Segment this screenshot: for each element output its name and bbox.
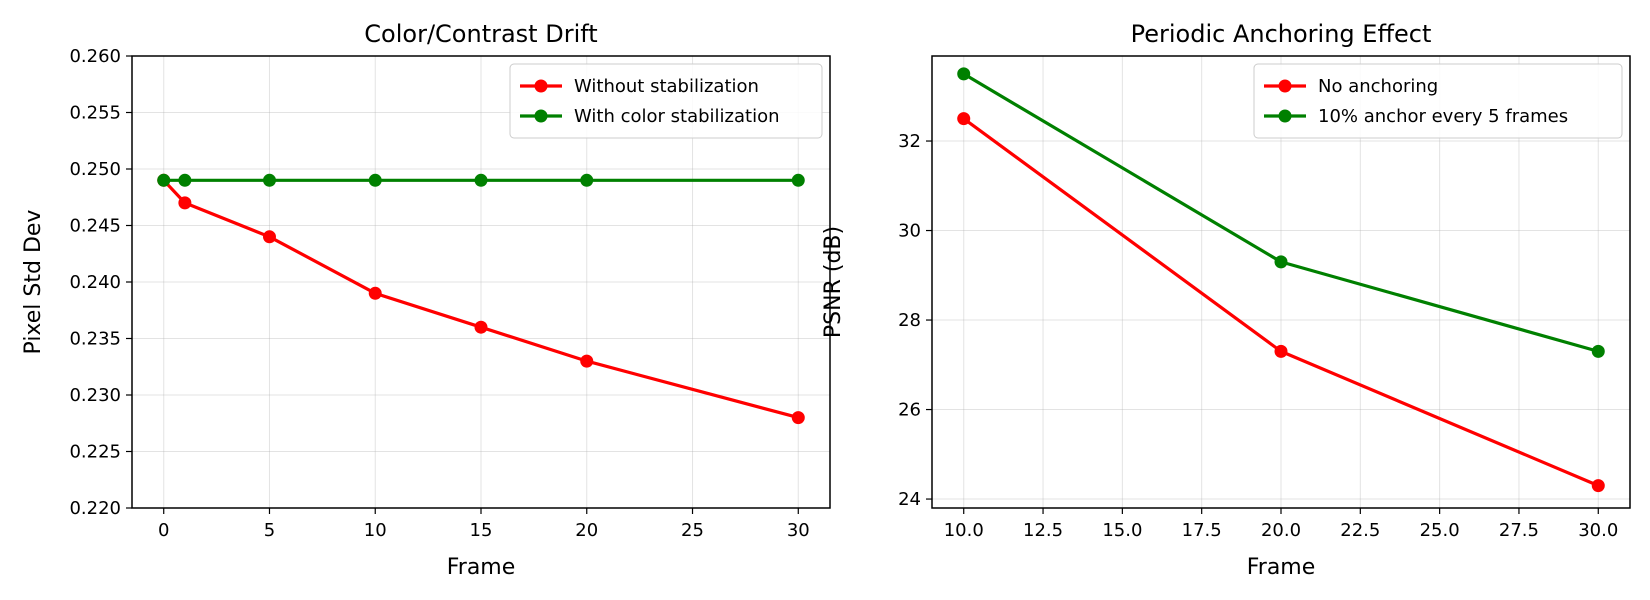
chart-1-series-1-point — [368, 286, 382, 300]
chart-1-y-tick-label: 0.240 — [69, 272, 121, 293]
chart-1-x-axis-label: Frame — [447, 555, 516, 580]
chart-2-x-tick-label: 17.5 — [1182, 520, 1222, 541]
chart-1-y-tick-label: 0.235 — [69, 329, 121, 350]
chart-1-title: Color/Contrast Drift — [364, 20, 597, 48]
chart-2-x-tick-label: 30.0 — [1578, 520, 1618, 541]
chart-1-series-2-point — [262, 173, 276, 187]
chart-1-y-tick-label: 0.260 — [69, 46, 121, 67]
chart-1-series-2-point — [580, 173, 594, 187]
chart-2-y-tick-label: 30 — [898, 221, 921, 242]
chart-1-x-tick-label: 30 — [787, 520, 810, 541]
chart-1-x-tick-label: 25 — [681, 520, 704, 541]
chart-1-x-tick-label: 5 — [264, 520, 275, 541]
chart-2-series-1-point — [1591, 479, 1605, 493]
chart-1-series-1-point — [178, 196, 192, 210]
chart-1-y-axis-label: Pixel Std Dev — [21, 210, 46, 355]
chart-1-series-2-point — [791, 173, 805, 187]
chart-2-series-2-point — [957, 67, 971, 81]
chart-2-x-tick-label: 20.0 — [1261, 520, 1301, 541]
chart-2-y-tick-label: 28 — [898, 310, 921, 331]
chart-1-legend: Without stabilization With color stabiliz… — [509, 63, 823, 139]
chart-2-x-tick-label: 22.5 — [1340, 520, 1380, 541]
chart-2-legend-swatch-marker — [1278, 79, 1292, 93]
chart-1-x-tick-label: 15 — [470, 520, 493, 541]
chart-2-x-tick-label: 25.0 — [1420, 520, 1460, 541]
chart-1-y-tick-label: 0.245 — [69, 216, 121, 237]
chart-2-x-tick-label: 15.0 — [1102, 520, 1142, 541]
chart-2-y-tick-label: 24 — [898, 489, 921, 510]
chart-2-legend: No anchoring 10% anchor every 5 frames — [1253, 63, 1623, 139]
chart-1-legend-box — [509, 63, 823, 139]
chart-2-x-axis-label: Frame — [1247, 555, 1316, 580]
chart-2-series-2-point — [1274, 255, 1288, 269]
chart-1-series-2-point — [474, 173, 488, 187]
chart-1-legend-label: With color stabilization — [574, 106, 780, 127]
chart-2-series-2-point — [1591, 344, 1605, 358]
chart-1-series-1-point — [474, 320, 488, 334]
chart-1-series-1-point — [580, 354, 594, 368]
chart-2-series-1-point — [957, 112, 971, 126]
chart-2-legend-box — [1253, 63, 1623, 139]
chart-2-y-axis-label: PSNR (dB) — [821, 226, 846, 338]
chart-2-y-tick-label: 26 — [898, 400, 921, 421]
chart-2-y-tick-label: 32 — [898, 131, 921, 152]
chart-1-x-tick-label: 0 — [158, 520, 169, 541]
chart-2-x-tick-label: 27.5 — [1499, 520, 1539, 541]
chart-panel-left: 0 5 10 15 20 25 30 0.220 0.225 0.230 0.235 0.240 0.2… — [21, 20, 831, 580]
chart-2-legend-label: No anchoring — [1318, 76, 1438, 97]
chart-1-legend-swatch-marker — [534, 109, 548, 123]
chart-panel-right: 10.0 12.5 15.0 17.5 20.0 22.5 25.0 27.5 30.0 24 26… — [821, 20, 1631, 580]
chart-1-series-2-point — [178, 173, 192, 187]
chart-1-y-tick-label: 0.255 — [69, 103, 121, 124]
chart-2-series-1-point — [1274, 344, 1288, 358]
chart-2-x-tick-label: 12.5 — [1023, 520, 1063, 541]
chart-2-legend-label: 10% anchor every 5 frames — [1318, 106, 1568, 127]
chart-1-series-1-point — [262, 230, 276, 244]
chart-2-x-tick-label: 10.0 — [944, 520, 984, 541]
chart-1-series-2-point — [157, 173, 171, 187]
chart-1-y-tick-label: 0.225 — [69, 442, 121, 463]
chart-1-legend-swatch-marker — [534, 79, 548, 93]
chart-1-x-tick-label: 10 — [364, 520, 387, 541]
chart-2-title: Periodic Anchoring Effect — [1131, 20, 1432, 48]
chart-1-y-tick-label: 0.250 — [69, 159, 121, 180]
chart-1-y-tick-label: 0.220 — [69, 498, 121, 519]
chart-1-legend-label: Without stabilization — [574, 76, 759, 97]
chart-1-y-tick-label: 0.230 — [69, 385, 121, 406]
chart-1-x-tick-label: 20 — [575, 520, 598, 541]
chart-1-series-1-point — [791, 411, 805, 425]
chart-1-series-2-point — [368, 173, 382, 187]
chart-2-legend-swatch-marker — [1278, 109, 1292, 123]
